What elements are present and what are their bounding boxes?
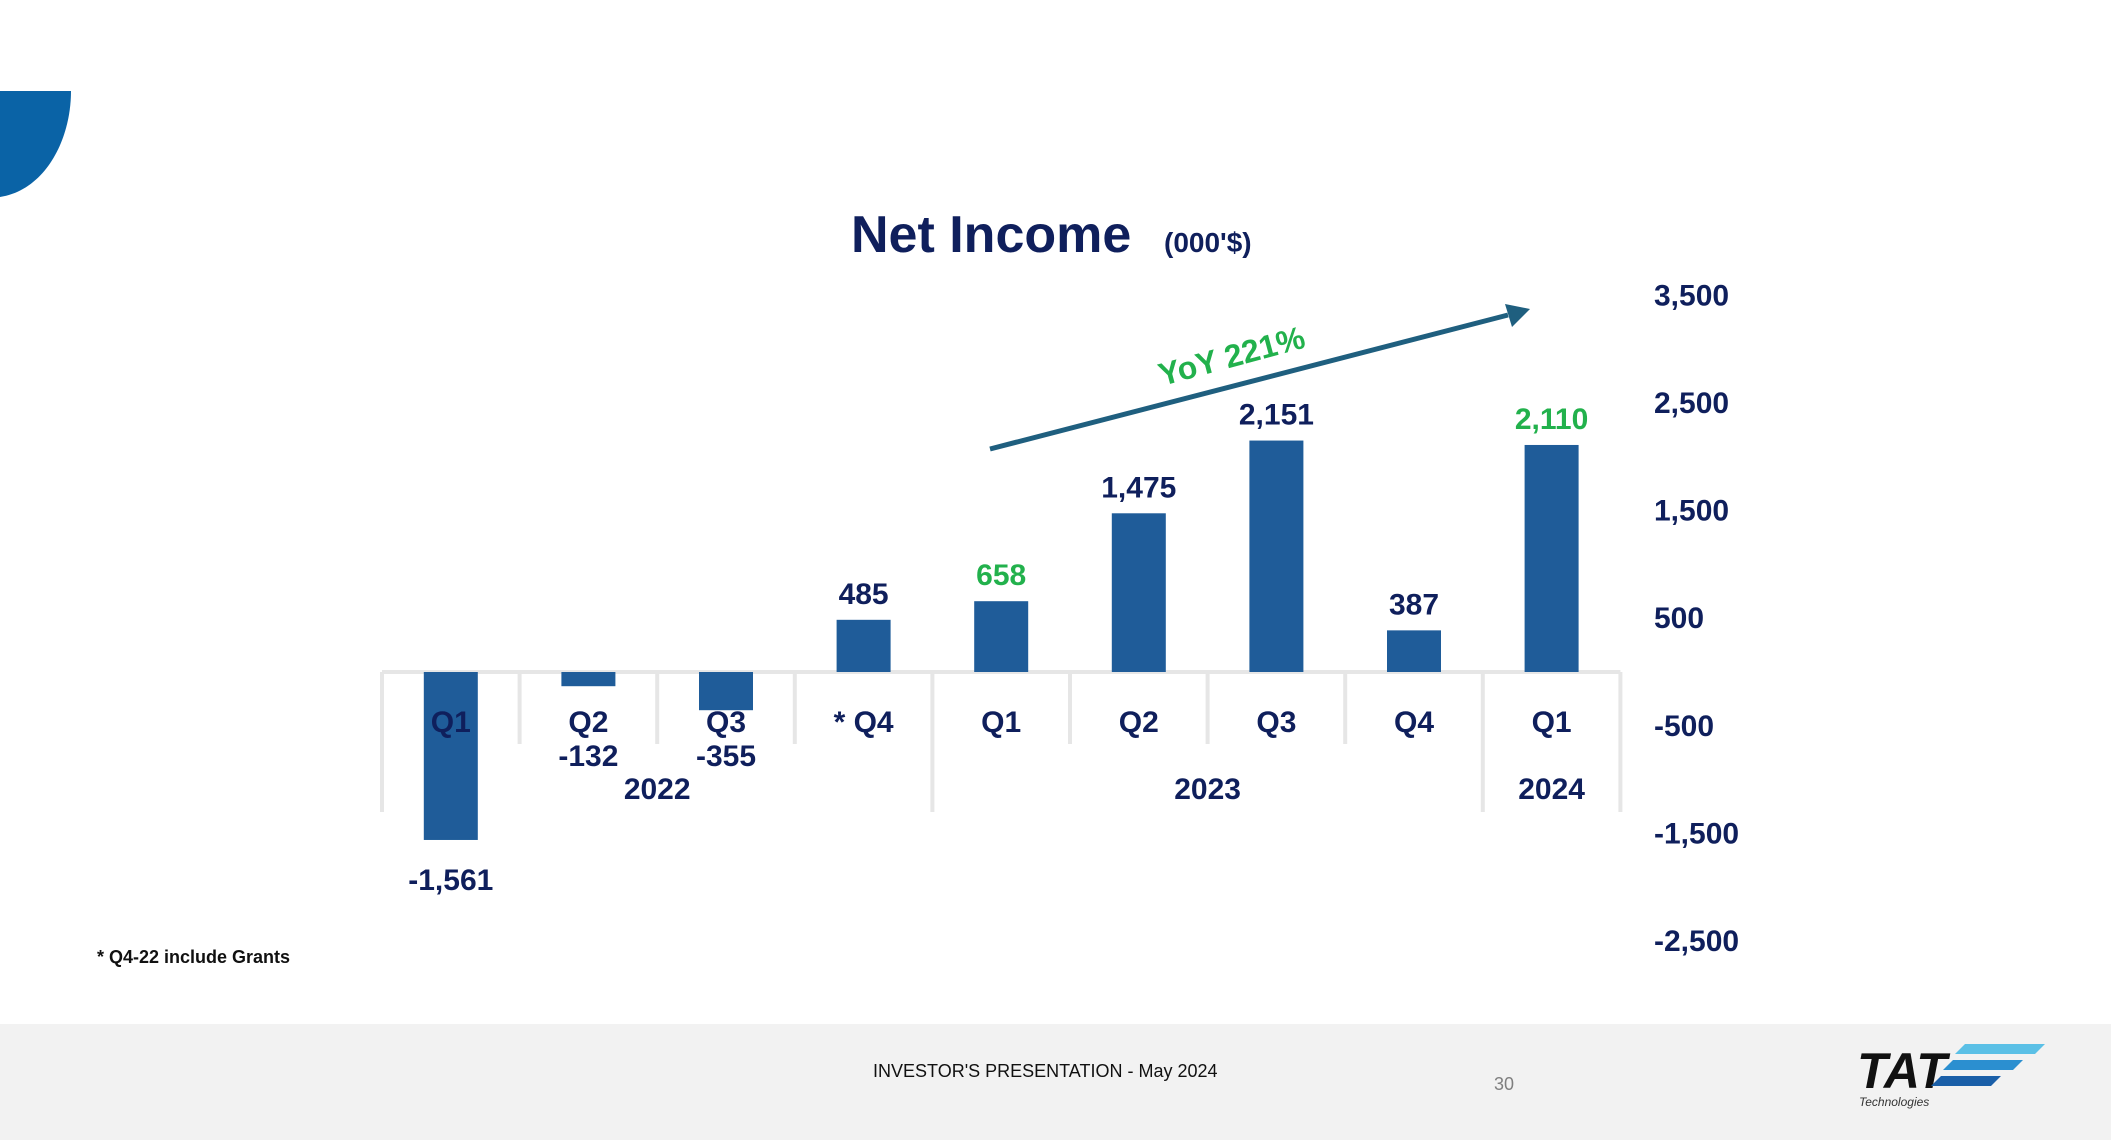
page-number: 30 (1494, 1074, 1515, 1094)
bar-0 (423, 672, 478, 840)
value-label-8: 2,110 (1515, 403, 1588, 436)
value-label-0: -1,561 (408, 864, 493, 897)
logo-stripe-top (1955, 1044, 2045, 1054)
category-label-5: Q2 (1119, 706, 1159, 739)
logo-subtext: Technologies (1859, 1095, 1929, 1109)
category-label-8: Q1 (1532, 706, 1572, 739)
category-label-1: Q2 (568, 706, 608, 739)
bar-1 (561, 672, 616, 687)
value-label-7: 387 (1389, 588, 1439, 621)
y-axis-tick-labels: 3,500 2,500 1,500 500 -500 -1,500 -2,500 (1654, 279, 1739, 958)
trend-arrow-head (1505, 304, 1530, 327)
chart-title-group: Net Income (000'$) (851, 206, 1252, 264)
y-tick-label-5: -1,500 (1654, 817, 1739, 850)
y-tick-label-2: 1,500 (1654, 495, 1729, 528)
company-logo: TAT Technologies (1857, 1043, 2045, 1109)
trend-arrow (989, 312, 1509, 452)
year-label-1: 2023 (1174, 773, 1241, 806)
footer-band (0, 1024, 2111, 1140)
bar-5 (1111, 513, 1166, 672)
value-label-4: 658 (976, 559, 1026, 592)
chart-title: Net Income (851, 206, 1131, 264)
net-income-chart: Net Income (000'$) -1,561 -132 -355 485 658 1… (380, 206, 1739, 958)
value-label-3: 485 (839, 578, 889, 611)
logo-stripe-bottom (1931, 1076, 2001, 1086)
bar-8 (1524, 444, 1579, 672)
category-label-group: Q1 Q2 Q3 * Q4 Q1 Q2 Q3 Q4 Q1 (431, 706, 1572, 739)
value-label-group: -1,561 -132 -355 485 658 1,475 2,151 387 2,110 (408, 399, 1588, 897)
logo-wordmark: TAT (1857, 1043, 1951, 1099)
footnote: * Q4-22 include Grants (97, 947, 291, 967)
y-tick-label-6: -2,500 (1654, 925, 1739, 958)
category-label-3: * Q4 (834, 706, 894, 739)
value-label-5: 1,475 (1101, 471, 1176, 504)
bar-2 (699, 672, 753, 711)
value-label-1: -132 (558, 740, 618, 773)
year-label-0: 2022 (624, 773, 691, 806)
y-tick-label-4: -500 (1654, 710, 1714, 743)
year-label-group: 2022 2023 2024 (624, 773, 1585, 806)
category-label-6: Q3 (1256, 706, 1296, 739)
logo-stripe-middle (1943, 1060, 2023, 1070)
bar-4 (974, 601, 1029, 672)
bar-7 (1387, 630, 1441, 672)
category-label-0: Q1 (431, 706, 471, 739)
y-tick-label-3: 500 (1654, 602, 1704, 635)
corner-accent-shape (0, 91, 71, 197)
footer-title: INVESTOR'S PRESENTATION - May 2024 (873, 1061, 1218, 1081)
category-label-4: Q1 (981, 706, 1021, 739)
yoy-growth-annotation: YoY 221% (1154, 319, 1308, 393)
y-tick-label-1: 2,500 (1654, 387, 1729, 420)
bar-series (423, 440, 1579, 840)
bar-6 (1249, 440, 1304, 672)
bar-3 (836, 619, 891, 672)
value-label-6: 2,151 (1239, 399, 1314, 432)
category-label-2: Q3 (706, 706, 746, 739)
year-label-2: 2024 (1518, 773, 1585, 806)
chart-subtitle: (000'$) (1164, 227, 1252, 258)
y-tick-label-0: 3,500 (1654, 279, 1729, 312)
category-label-7: Q4 (1394, 706, 1434, 739)
value-label-2: -355 (696, 740, 756, 773)
